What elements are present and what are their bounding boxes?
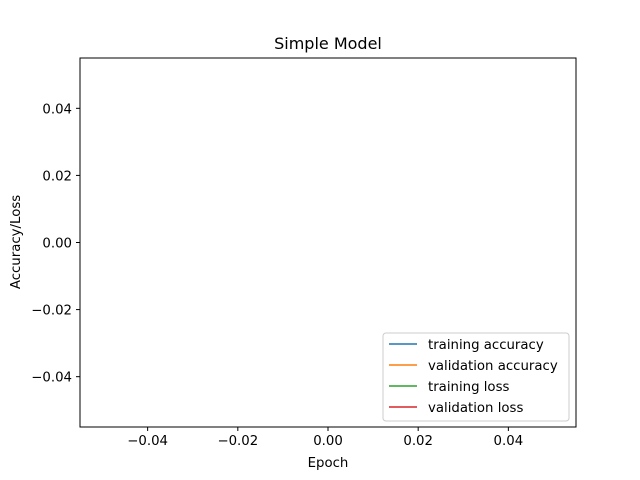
legend-label: validation accuracy [428,359,558,374]
legend: training accuracy validation accuracy trai… [382,332,570,422]
legend-box [382,332,570,422]
x-tick-label: −0.02 [217,434,258,449]
y-tick-label: −0.04 [31,371,72,386]
x-axis: −0.04 −0.02 0.00 0.02 0.04 [127,427,523,449]
x-tick-label: −0.04 [127,434,168,449]
x-tick-label: 0.04 [494,434,524,449]
y-axis: −0.04 −0.02 0.00 0.02 0.04 [31,102,80,386]
y-tick-label: 0.00 [42,237,72,252]
legend-label: training accuracy [428,338,544,353]
chart-title: Simple Model [274,34,382,53]
x-tick-label: 0.02 [403,434,433,449]
y-tick-label: −0.02 [31,304,72,319]
x-axis-label: Epoch [308,456,349,471]
y-axis-label: Accuracy/Loss [9,195,24,289]
legend-label: validation loss [428,401,523,416]
legend-label: training loss [428,380,509,395]
y-tick-label: 0.02 [42,169,72,184]
x-tick-label: 0.00 [313,434,343,449]
y-tick-label: 0.04 [42,102,72,117]
